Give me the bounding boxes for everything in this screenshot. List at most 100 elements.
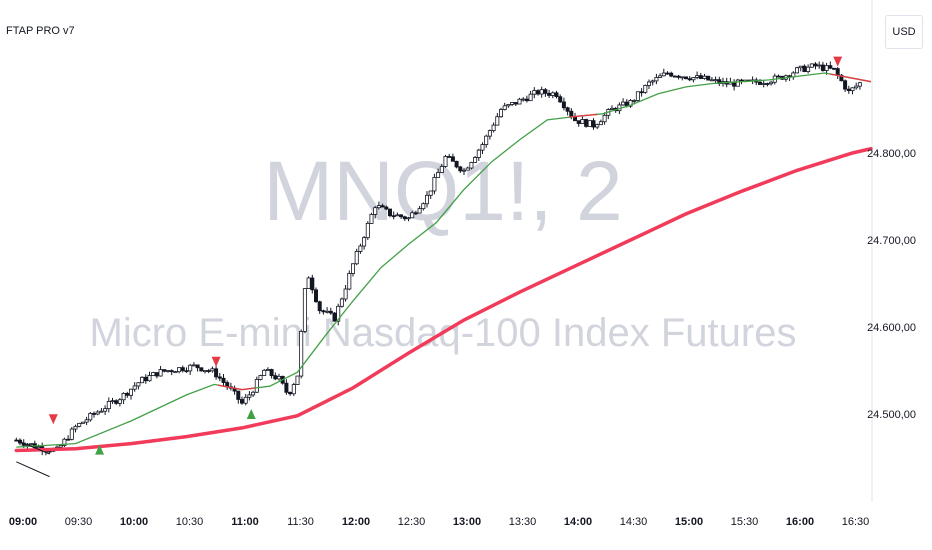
candle-down — [669, 72, 674, 77]
candle-up — [62, 438, 67, 446]
candle-down — [402, 216, 407, 220]
candle-up — [84, 419, 89, 423]
candle-down — [391, 215, 396, 218]
candle-up — [362, 237, 367, 247]
price-axis[interactable]: 24.800,00 24.700,00 24.600,00 24.500,00 — [867, 148, 916, 421]
candle-down — [820, 64, 825, 71]
candle-up — [469, 162, 474, 169]
candle-up — [506, 104, 511, 107]
candle-down — [450, 156, 455, 162]
candle-down — [239, 399, 244, 404]
candle-down — [114, 400, 119, 404]
candle-up — [461, 169, 466, 172]
candle-down — [328, 310, 333, 314]
candle-up — [539, 89, 544, 95]
candle-down — [687, 78, 692, 81]
candle-down — [698, 75, 703, 79]
candle-up — [173, 371, 178, 374]
candle-up — [465, 167, 470, 171]
candle-up — [854, 85, 859, 89]
candle-up — [436, 172, 441, 178]
candle-up — [621, 101, 626, 106]
time-tick-label: 15:00 — [675, 516, 703, 528]
candle-down — [584, 119, 589, 127]
candle-up — [243, 396, 248, 404]
candle-up — [635, 91, 640, 101]
candle-down — [184, 370, 189, 373]
candle-up — [410, 212, 415, 219]
candle-up — [643, 85, 648, 93]
candle-down — [558, 96, 563, 103]
signal-markers — [48, 56, 843, 455]
candle-up — [517, 98, 522, 105]
candle-up — [350, 263, 355, 274]
candle-down — [565, 107, 570, 112]
candle-up — [498, 109, 503, 118]
indicator-name[interactable]: FTAP PRO v7 — [6, 25, 75, 37]
time-axis[interactable]: 09:00 09:30 10:00 10:30 11:00 11:30 12:00 12:30… — [9, 516, 869, 528]
candle-up — [817, 64, 822, 67]
candle-up — [358, 245, 363, 252]
price-tick-label: 24.800,00 — [867, 148, 916, 160]
candle-down — [802, 65, 807, 73]
candle-up — [650, 80, 655, 83]
candle-down — [447, 156, 452, 158]
candle-up — [476, 149, 481, 158]
time-tick-label: 16:00 — [786, 516, 814, 528]
candle-down — [513, 102, 518, 105]
candle-down — [288, 391, 293, 395]
time-tick-label: 11:00 — [231, 516, 259, 528]
candle-up — [376, 205, 381, 209]
price-tick-label: 24.500,00 — [867, 409, 916, 421]
candle-up — [299, 331, 304, 377]
candle-up — [691, 77, 696, 81]
candle-up — [735, 79, 740, 87]
candle-up — [395, 214, 400, 217]
candle-up — [347, 273, 352, 290]
candle-up — [106, 401, 111, 410]
candle-up — [151, 372, 156, 376]
sell-signal-marker — [211, 356, 221, 367]
fast-ema-down-segment — [217, 384, 256, 391]
candle-up — [95, 411, 100, 415]
candle-down — [524, 98, 529, 102]
candle-up — [29, 443, 34, 446]
candle-down — [154, 372, 159, 377]
candle-up — [110, 400, 115, 403]
candle-up — [769, 81, 774, 85]
candle-up — [188, 364, 193, 372]
candle-up — [824, 65, 829, 71]
candle-down — [758, 81, 763, 85]
candle-up — [406, 217, 411, 220]
candle-up — [99, 410, 104, 413]
candle-up — [343, 288, 348, 300]
candle-up — [421, 203, 426, 210]
candle-up — [532, 90, 537, 95]
candle-up — [528, 93, 533, 102]
candle-down — [236, 390, 241, 400]
candle-up — [210, 368, 215, 372]
candle-down — [561, 101, 566, 109]
candle-up — [276, 375, 281, 380]
candle-down — [313, 289, 318, 303]
candle-down — [839, 74, 844, 82]
candle-up — [140, 376, 145, 384]
candle-up — [495, 116, 500, 126]
candle-up — [265, 369, 270, 371]
candle-up — [80, 421, 85, 424]
candle-up — [339, 298, 344, 307]
time-tick-label: 14:00 — [564, 516, 592, 528]
price-tick-label: 24.600,00 — [867, 322, 916, 334]
currency-button[interactable]: USD — [885, 15, 923, 49]
candle-down — [458, 166, 463, 172]
candle-up — [491, 124, 496, 132]
candle-down — [399, 214, 404, 218]
candle-up — [632, 100, 637, 102]
time-tick-label: 14:30 — [620, 516, 648, 528]
candle-up — [695, 75, 700, 78]
candle-up — [439, 166, 444, 173]
candle-up — [550, 92, 555, 96]
candle-up — [165, 370, 170, 372]
